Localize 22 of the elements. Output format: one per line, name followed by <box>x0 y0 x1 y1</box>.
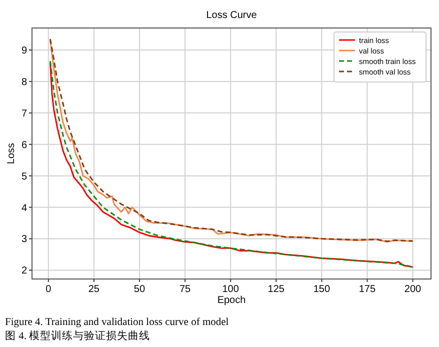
caption: Figure 4. Training and validation loss curve of model <box>5 317 229 328</box>
x-tick-label: 0 <box>46 284 52 295</box>
y-tick-label: 5 <box>21 171 28 182</box>
x-tick-label: 100 <box>222 284 240 295</box>
x-tick-label: 50 <box>134 284 146 295</box>
y-tick-label: 6 <box>21 140 28 151</box>
chart-title: Loss Curve <box>206 10 258 21</box>
y-tick-label: 7 <box>21 108 28 120</box>
caption: 图 4. 模型训练与验证损失曲线 <box>5 329 150 342</box>
x-axis-title: Epoch <box>217 295 246 306</box>
y-axis-title: Loss <box>6 142 17 164</box>
x-tick-label: 200 <box>404 284 422 295</box>
x-tick-label: 25 <box>88 284 100 295</box>
y-tick-label: 3 <box>21 234 28 246</box>
x-tick-label: 175 <box>358 284 376 295</box>
y-tick-label: 4 <box>21 202 28 214</box>
y-tick-label: 2 <box>21 266 28 277</box>
x-tick-label: 75 <box>179 284 192 295</box>
x-tick-label: 150 <box>313 284 330 295</box>
y-tick-label: 9 <box>21 46 28 57</box>
y-tick-label: 8 <box>21 76 28 88</box>
x-tick-label: 125 <box>268 284 285 295</box>
